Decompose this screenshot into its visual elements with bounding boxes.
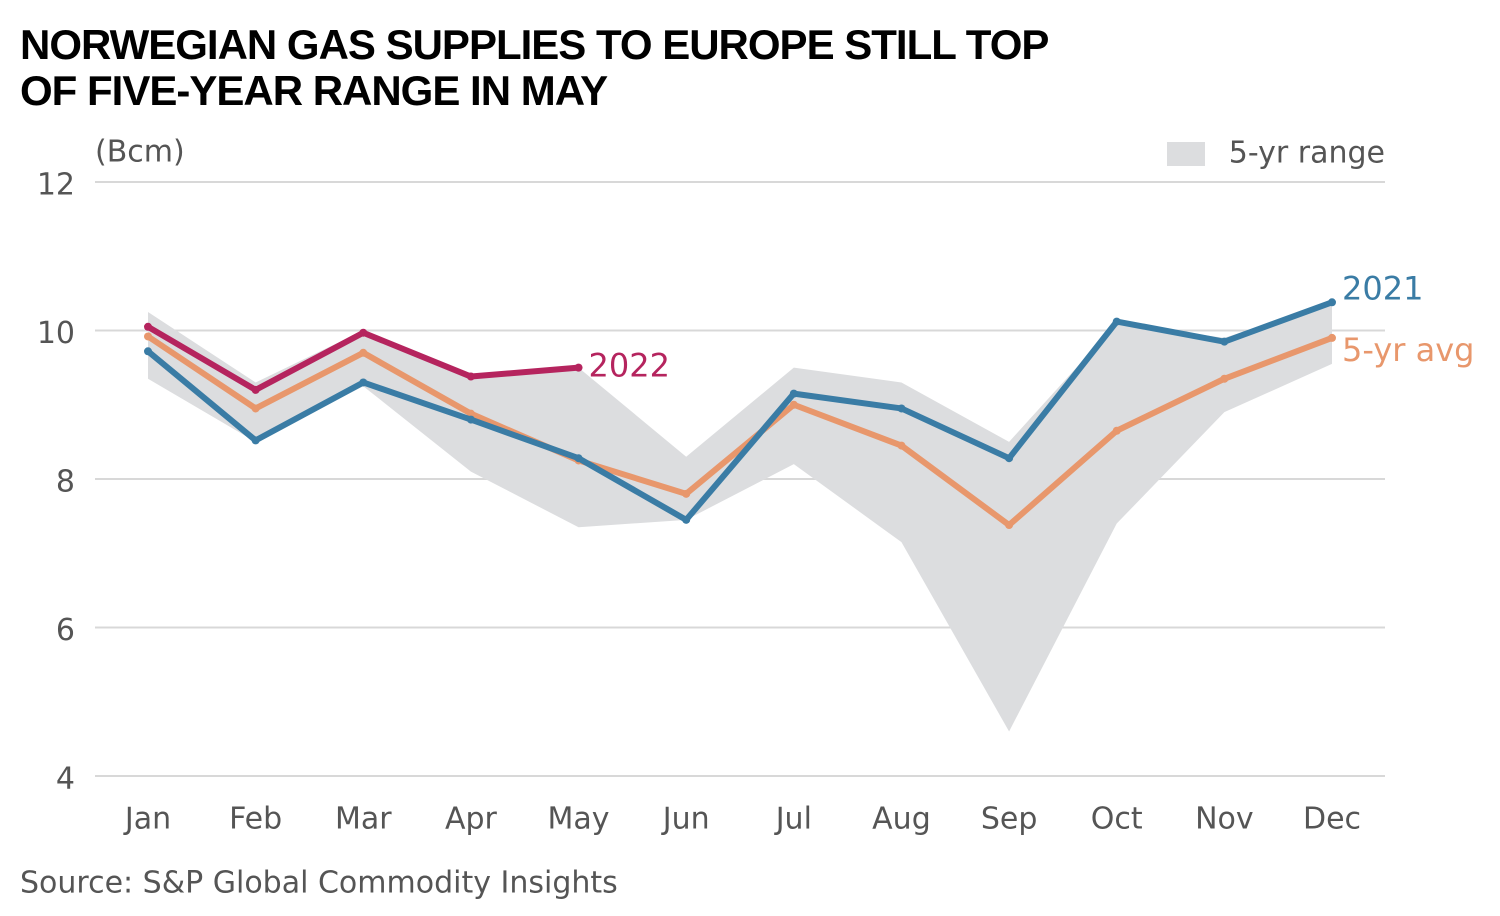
line [146, 333, 1334, 529]
series-label: 5-yr avg [1342, 331, 1474, 369]
point [359, 348, 368, 357]
line [146, 299, 1334, 523]
x-tick-label: May [548, 802, 610, 837]
point [251, 436, 260, 445]
point [359, 328, 368, 337]
legend-swatch [1167, 142, 1205, 166]
x-tick-label: Oct [1091, 802, 1143, 837]
series-label: 2021 [1342, 269, 1423, 307]
point [251, 404, 260, 413]
x-tick-label: Sep [981, 802, 1038, 837]
point [359, 378, 368, 387]
point [1005, 521, 1014, 530]
point [466, 415, 475, 424]
x-tick-label: Aug [872, 802, 931, 837]
point [251, 385, 260, 394]
point [466, 372, 475, 381]
point [1112, 317, 1121, 326]
point [574, 454, 583, 463]
point [682, 489, 691, 498]
legend-label: 5-yr range [1229, 136, 1385, 171]
y-tick-label: 4 [56, 762, 75, 797]
y-axis-label: (Bcm) [95, 135, 185, 170]
y-tick-label: 10 [37, 316, 75, 351]
point [1005, 454, 1014, 463]
x-tick-label: Jul [774, 802, 812, 837]
y-tick-label: 8 [56, 465, 75, 500]
x-tick-label: Dec [1303, 802, 1361, 837]
point [1220, 374, 1229, 383]
chart-title: NORWEGIAN GAS SUPPLIES TO EUROPE STILL T… [20, 21, 1048, 114]
point [466, 409, 475, 418]
x-tick-label: Apr [445, 802, 498, 837]
point [574, 363, 583, 372]
x-tick-label: Mar [335, 802, 392, 837]
y-tick-label: 12 [37, 168, 75, 203]
point [144, 322, 152, 331]
point [1112, 426, 1121, 435]
point [144, 332, 152, 341]
point [1220, 337, 1229, 346]
x-tick-label: Jan [123, 802, 171, 837]
x-tick-label: Jun [661, 802, 710, 837]
point [789, 400, 798, 409]
y-tick-label: 6 [56, 613, 75, 648]
point [897, 404, 906, 413]
source: Source: S&P Global Commodity Insights [20, 866, 618, 901]
point [897, 441, 906, 450]
x-tick-label: Nov [1195, 802, 1254, 837]
series-label: 2022 [589, 347, 670, 385]
point [682, 515, 691, 524]
point [1328, 298, 1336, 307]
point [1328, 333, 1336, 342]
x-tick-label: Feb [229, 802, 282, 837]
point [789, 389, 798, 398]
range-band [148, 302, 1332, 732]
point [144, 347, 152, 356]
